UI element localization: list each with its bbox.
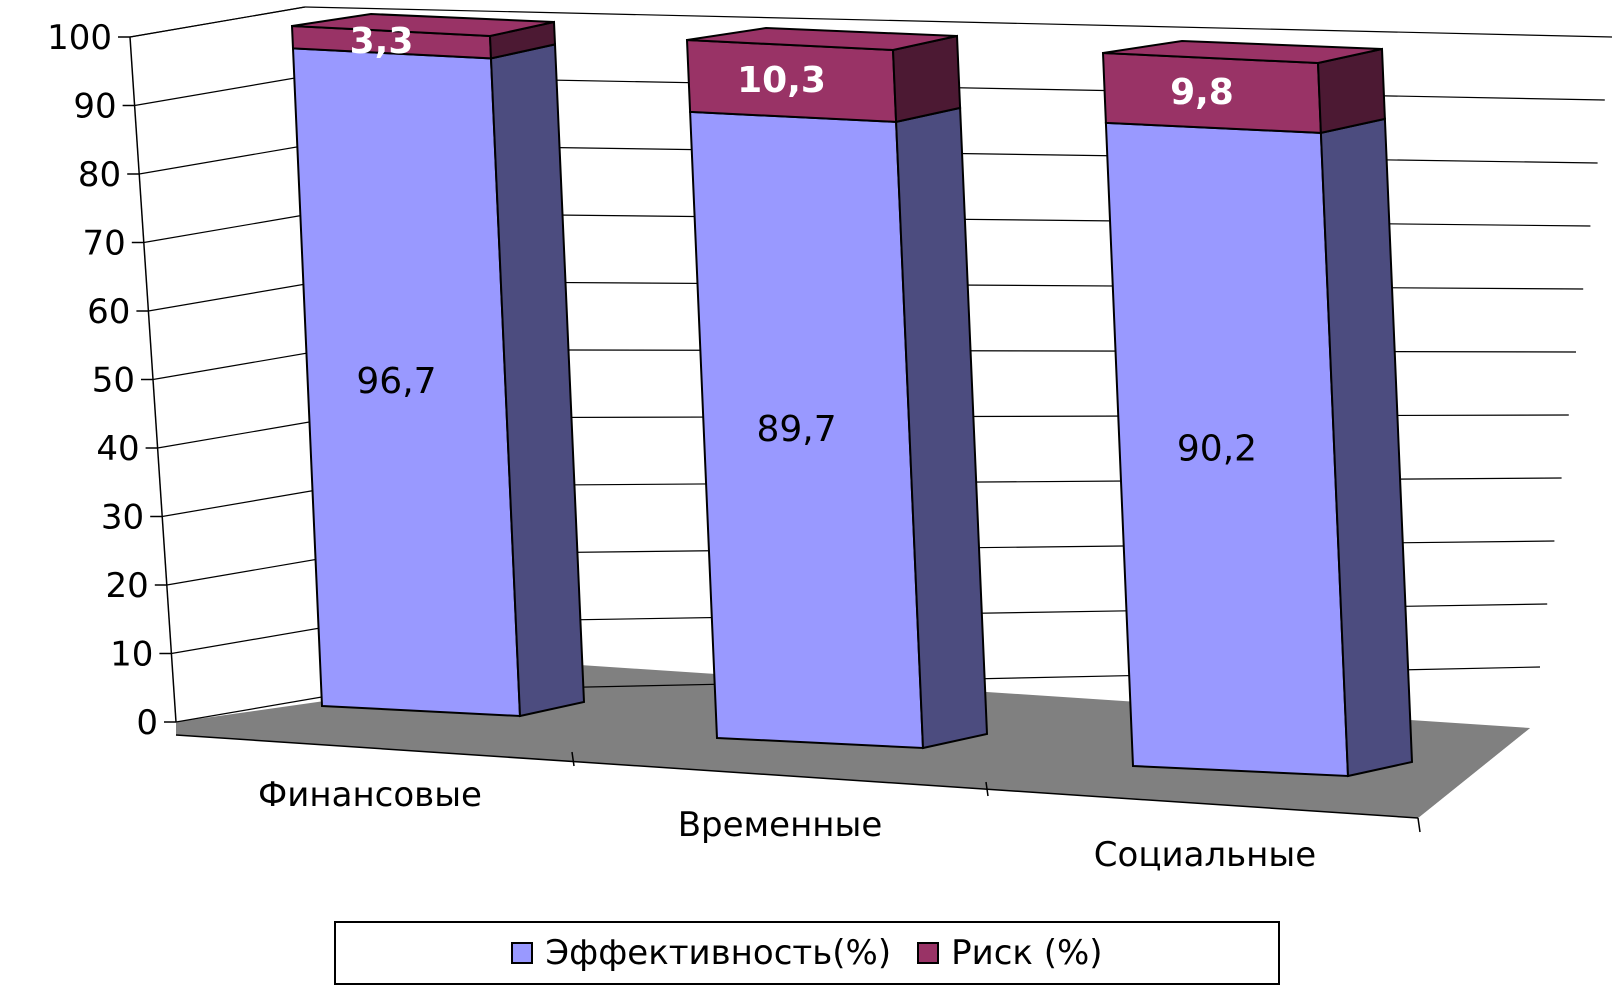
side-gridline xyxy=(171,622,347,655)
y-tick-label: 40 xyxy=(96,429,139,469)
bar-stack-2 xyxy=(685,26,989,750)
bar-risk-2 xyxy=(685,26,962,124)
bar-risk-3 xyxy=(1101,39,1386,135)
side-gridline xyxy=(162,485,338,518)
top-wall-edge xyxy=(129,6,306,38)
y-tick-label: 80 xyxy=(78,155,121,195)
x-category-label-1: Финансовые xyxy=(258,775,482,815)
bars xyxy=(290,12,1414,778)
bar-top-face xyxy=(686,26,958,52)
bar-top-face xyxy=(291,12,555,38)
side-gridline xyxy=(166,554,342,586)
data-label-effectiveness-3: 90,2 xyxy=(1177,428,1257,469)
side-gridline xyxy=(143,211,319,244)
side-gridline xyxy=(134,74,310,107)
bar-stack-3 xyxy=(1101,39,1414,778)
data-label-effectiveness-2: 89,7 xyxy=(756,409,836,450)
back-gridline xyxy=(304,6,1612,38)
data-labels: 96,7 3,3 89,7 10,3 90,2 9,8 Финансовые Временны… xyxy=(258,21,1316,875)
y-tick-label: 10 xyxy=(110,635,153,675)
legend-swatch-risk xyxy=(917,942,940,964)
y-tick-label: 60 xyxy=(87,292,130,332)
x-tick-mark xyxy=(571,751,575,767)
axes xyxy=(129,6,1421,833)
legend-item-risk: Риск (%) xyxy=(917,933,1103,973)
bar-side-face xyxy=(891,34,962,124)
legend-swatch-effectiveness xyxy=(511,942,534,964)
data-label-risk-2: 10,3 xyxy=(737,60,826,101)
y-tick-label: 0 xyxy=(136,703,158,743)
bar-risk-1 xyxy=(290,12,557,60)
data-label-risk-1: 3,3 xyxy=(350,21,414,62)
side-gridline xyxy=(148,280,324,312)
x-axis-line xyxy=(175,734,1419,819)
bar-effectiveness-3 xyxy=(1104,117,1414,778)
bar-stack-1 xyxy=(290,12,586,718)
y-tick-label: 50 xyxy=(92,361,135,401)
legend-label-effectiveness: Эффективность(%) xyxy=(545,933,892,973)
x-tick-mark xyxy=(985,781,989,797)
side-gridline xyxy=(157,417,333,449)
bar-effectiveness-2 xyxy=(689,106,989,750)
y-tick-label: 20 xyxy=(106,566,149,606)
y-tick-label: 100 xyxy=(47,18,112,58)
x-category-label-3: Социальные xyxy=(1094,835,1316,875)
x-tick-mark xyxy=(1417,817,1421,833)
y-tick-label: 70 xyxy=(83,224,126,264)
data-label-risk-3: 9,8 xyxy=(1170,72,1234,113)
legend-label-risk: Риск (%) xyxy=(951,933,1103,973)
y-axis-line xyxy=(129,36,177,723)
legend: Эффективность(%) Риск (%) xyxy=(334,921,1280,985)
side-gridline xyxy=(139,143,315,175)
y-tick-label: 30 xyxy=(101,498,144,538)
legend-item-effectiveness: Эффективность(%) xyxy=(511,933,891,973)
bar-effectiveness-1 xyxy=(291,43,586,718)
side-gridline xyxy=(152,348,329,381)
x-category-label-2: Временные xyxy=(678,805,883,845)
y-tick-label: 90 xyxy=(73,87,116,127)
bar-top-face xyxy=(1102,39,1383,65)
data-label-effectiveness-1: 96,7 xyxy=(356,361,436,402)
